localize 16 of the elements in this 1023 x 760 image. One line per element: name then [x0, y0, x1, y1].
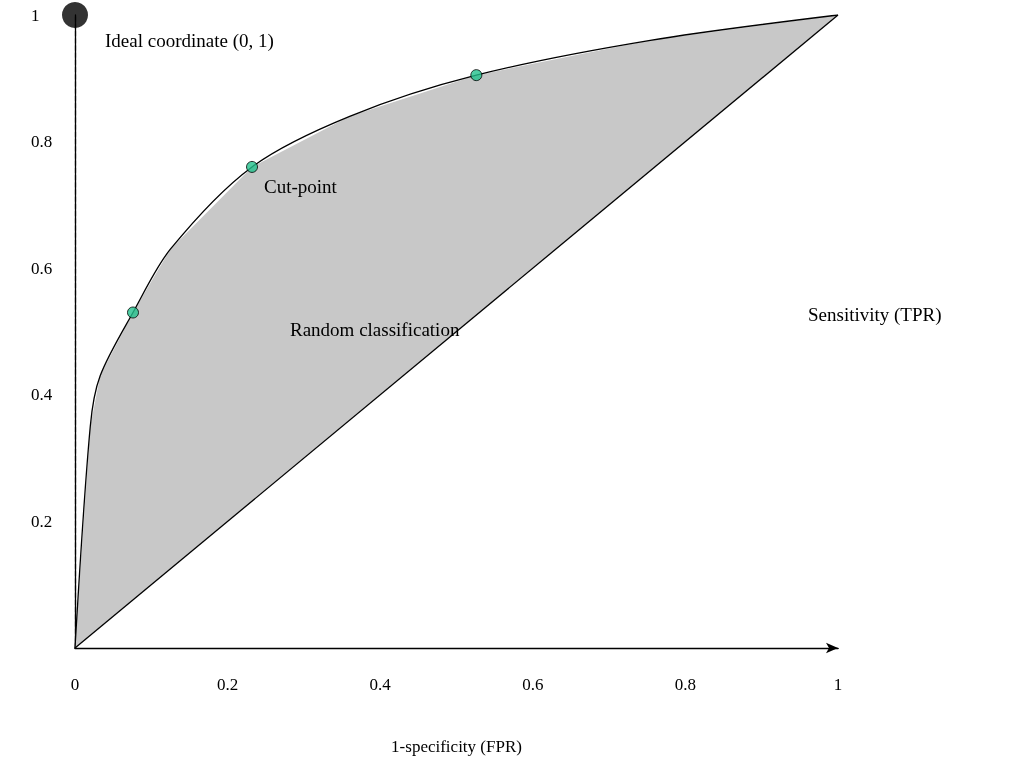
annotation: Cut-point [264, 175, 338, 197]
y-tick-label: 0.6 [31, 258, 53, 278]
x-tick-label: 0 [70, 675, 80, 694]
annotation: Random classification [290, 319, 460, 340]
x-tick-label: 0.8 [674, 675, 697, 694]
y-tick-label: 0.4 [31, 385, 53, 405]
x-tick-label: 0.6 [522, 675, 544, 694]
annotation: Ideal coordinate (0, 1) [105, 30, 274, 52]
y-tick-label: 1 [31, 5, 40, 25]
y-axis-title: Sensitivity (TPR) [808, 303, 942, 326]
x-tick-label: 1 [833, 675, 843, 694]
y-tick-label: 0.8 [31, 132, 53, 152]
x-axis-title: 1-specificity (FPR) [391, 737, 522, 756]
x-tick-label: 0.2 [216, 675, 239, 694]
x-tick-label: 0.4 [369, 675, 392, 694]
y-tick-label: 0.2 [31, 511, 53, 531]
